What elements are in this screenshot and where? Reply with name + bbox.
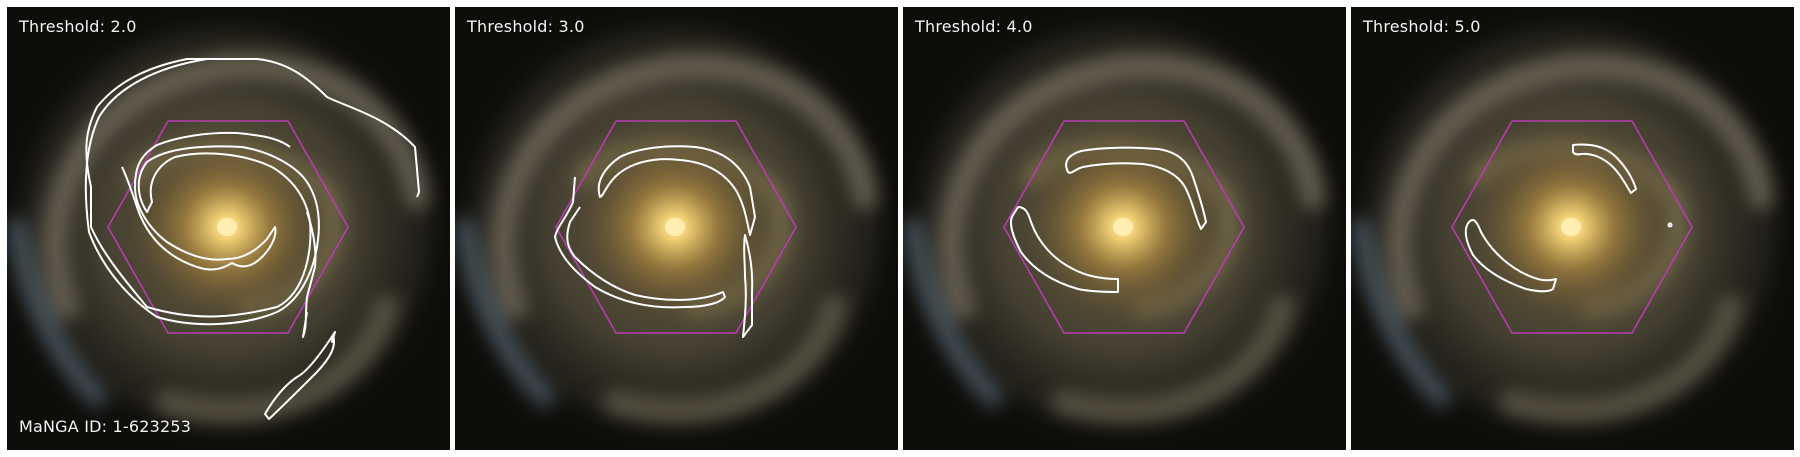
manga-id-label: MaNGA ID: 1-623253 [19,417,192,436]
ifu-hexagon [107,120,349,334]
galaxy-image [1351,7,1794,450]
spiral-arm-contours [1010,146,1207,293]
galaxy-image [455,7,898,450]
spiral-arm-contours [84,58,420,420]
galaxy-panel-threshold-2: Threshold: 2.0 MaNGA ID: 1-623253 [7,7,450,450]
threshold-label: Threshold: 3.0 [467,17,585,36]
ifu-hexagon [1451,120,1693,334]
galaxy-panel-threshold-5: Threshold: 5.0 [1351,7,1794,450]
spiral-arm-contours [1464,143,1673,293]
threshold-label: Threshold: 4.0 [915,17,1033,36]
galaxy-image [7,7,450,450]
threshold-label: Threshold: 5.0 [1363,17,1481,36]
ifu-hexagon [1003,120,1245,334]
spiral-arm-contours [554,145,756,338]
ifu-hexagon [555,120,797,334]
galaxy-core [217,218,237,236]
galaxy-core [1113,218,1133,236]
galaxy-image [903,7,1346,450]
galaxy-panel-threshold-3: Threshold: 3.0 [455,7,898,450]
threshold-label: Threshold: 2.0 [19,17,137,36]
galaxy-panel-threshold-4: Threshold: 4.0 [903,7,1346,450]
galaxy-core [1561,218,1581,236]
galaxy-core [665,218,685,236]
